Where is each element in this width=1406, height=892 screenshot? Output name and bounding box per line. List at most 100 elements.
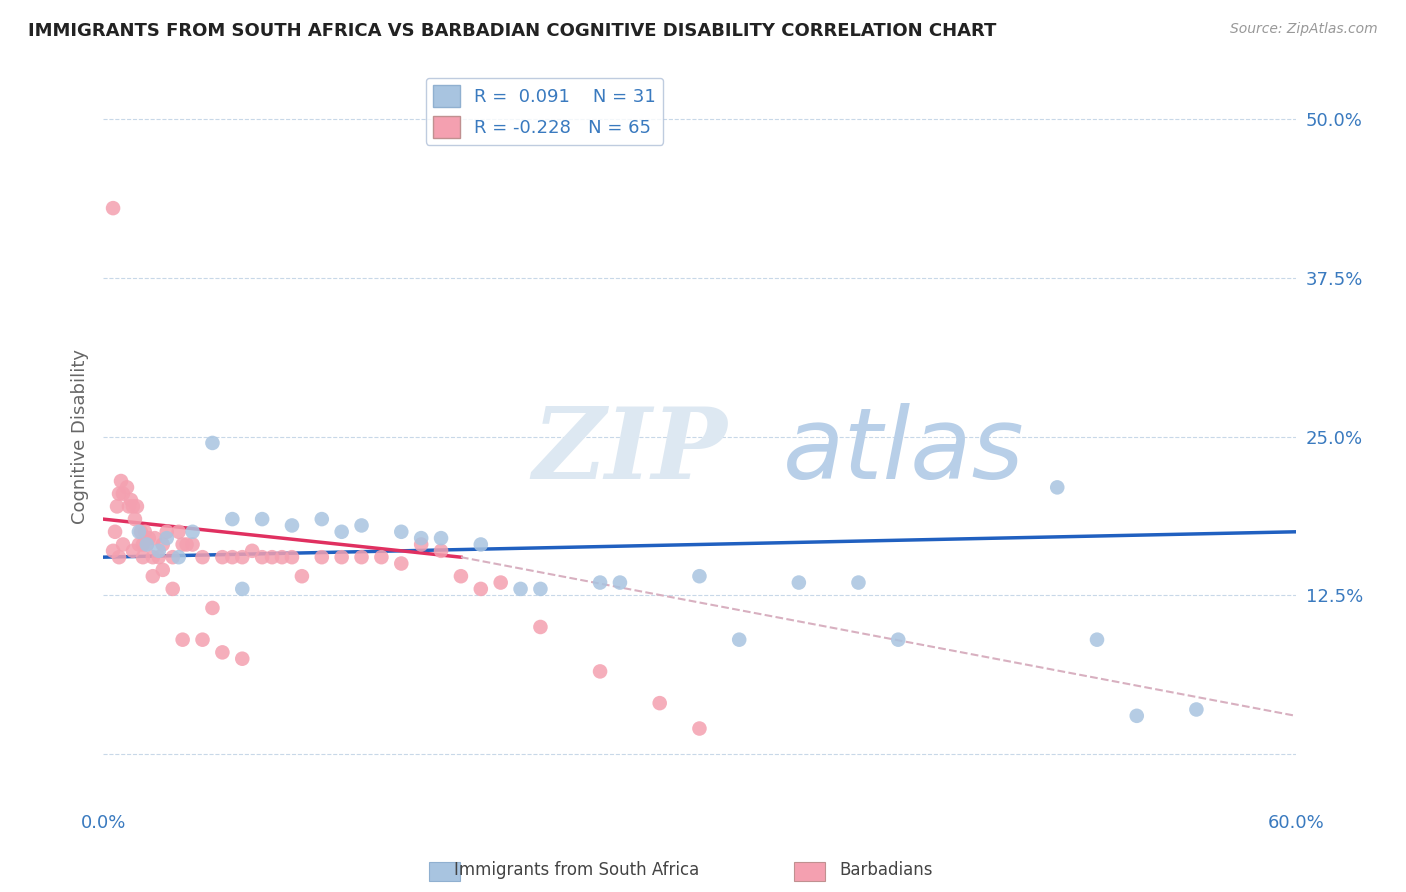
- Point: [156, 524, 179, 539]
- Point: [128, 524, 150, 539]
- Point: [281, 518, 304, 533]
- Point: [1085, 632, 1108, 647]
- Point: [167, 550, 190, 565]
- Point: [1185, 702, 1208, 716]
- Point: [250, 550, 273, 565]
- Point: [529, 582, 551, 596]
- Point: [211, 645, 233, 659]
- Text: Barbadians: Barbadians: [839, 861, 932, 879]
- Point: [111, 537, 134, 551]
- Point: [143, 531, 166, 545]
- Point: [148, 544, 170, 558]
- Point: [108, 550, 131, 565]
- Point: [240, 544, 263, 558]
- Legend: R =  0.091    N = 31, R = -0.228   N = 65: R = 0.091 N = 31, R = -0.228 N = 65: [426, 78, 664, 145]
- Text: ZIP: ZIP: [533, 403, 727, 500]
- Point: [291, 569, 314, 583]
- Point: [589, 665, 612, 679]
- Point: [648, 696, 671, 710]
- Point: [128, 537, 150, 551]
- Point: [122, 544, 145, 558]
- Point: [132, 550, 155, 565]
- Point: [101, 544, 124, 558]
- Point: [221, 512, 243, 526]
- Point: [389, 557, 412, 571]
- Point: [411, 531, 433, 545]
- Point: [162, 582, 184, 596]
- Point: [221, 550, 243, 565]
- Point: [489, 575, 512, 590]
- Point: [430, 531, 453, 545]
- Point: [211, 550, 233, 565]
- Text: Source: ZipAtlas.com: Source: ZipAtlas.com: [1230, 22, 1378, 37]
- Point: [129, 524, 152, 539]
- Point: [138, 531, 160, 545]
- Point: [152, 563, 174, 577]
- Point: [430, 544, 453, 558]
- Point: [848, 575, 870, 590]
- Point: [1126, 709, 1149, 723]
- Point: [134, 524, 156, 539]
- Point: [311, 512, 333, 526]
- Point: [181, 524, 204, 539]
- Point: [125, 500, 148, 514]
- Point: [142, 569, 165, 583]
- Point: [470, 537, 492, 551]
- Text: IMMIGRANTS FROM SOUTH AFRICA VS BARBADIAN COGNITIVE DISABILITY CORRELATION CHART: IMMIGRANTS FROM SOUTH AFRICA VS BARBADIA…: [28, 22, 997, 40]
- Point: [104, 524, 127, 539]
- Point: [201, 436, 224, 450]
- Point: [787, 575, 810, 590]
- Point: [1046, 480, 1069, 494]
- Point: [135, 537, 157, 551]
- Point: [311, 550, 333, 565]
- Point: [231, 550, 253, 565]
- Point: [728, 632, 751, 647]
- Point: [111, 486, 134, 500]
- Point: [470, 582, 492, 596]
- Point: [201, 601, 224, 615]
- Point: [281, 550, 304, 565]
- Point: [450, 569, 472, 583]
- Point: [330, 524, 353, 539]
- Point: [101, 201, 124, 215]
- Point: [172, 537, 194, 551]
- Text: atlas: atlas: [783, 403, 1025, 500]
- Point: [231, 651, 253, 665]
- Point: [688, 722, 710, 736]
- Point: [120, 493, 142, 508]
- Point: [609, 575, 631, 590]
- Point: [132, 537, 155, 551]
- Point: [250, 512, 273, 526]
- Point: [887, 632, 910, 647]
- Point: [181, 537, 204, 551]
- Point: [350, 550, 373, 565]
- Point: [231, 582, 253, 596]
- Point: [105, 500, 128, 514]
- Point: [110, 474, 132, 488]
- Point: [167, 524, 190, 539]
- Point: [529, 620, 551, 634]
- Text: Immigrants from South Africa: Immigrants from South Africa: [454, 861, 699, 879]
- Point: [156, 531, 179, 545]
- Point: [124, 512, 146, 526]
- Point: [389, 524, 412, 539]
- Point: [172, 632, 194, 647]
- Point: [688, 569, 710, 583]
- Point: [191, 632, 214, 647]
- Point: [262, 550, 284, 565]
- Point: [350, 518, 373, 533]
- Point: [191, 550, 214, 565]
- Point: [118, 500, 141, 514]
- Point: [330, 550, 353, 565]
- Point: [509, 582, 531, 596]
- Y-axis label: Cognitive Disability: Cognitive Disability: [72, 349, 89, 524]
- Point: [370, 550, 392, 565]
- Point: [108, 486, 131, 500]
- Point: [142, 550, 165, 565]
- Point: [152, 537, 174, 551]
- Point: [122, 500, 145, 514]
- Point: [148, 550, 170, 565]
- Point: [271, 550, 294, 565]
- Point: [411, 537, 433, 551]
- Point: [176, 537, 198, 551]
